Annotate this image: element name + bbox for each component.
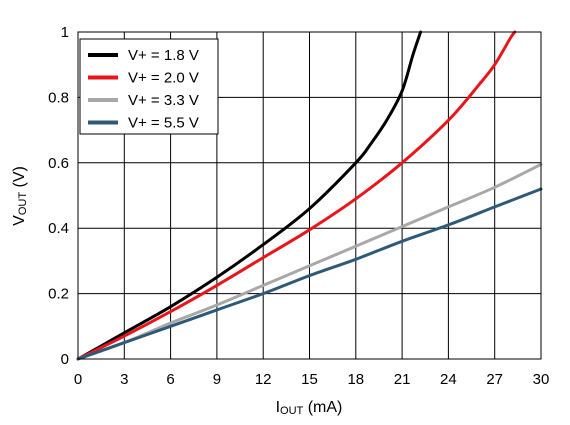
legend-label: V+ = 1.8 V bbox=[128, 47, 199, 64]
x-tick-label: 15 bbox=[301, 371, 318, 388]
y-tick-label: 0.6 bbox=[48, 155, 69, 172]
y-axis-title: VOUT (V) bbox=[11, 166, 29, 226]
plot-frame bbox=[77, 31, 542, 360]
y-tick-label: 0 bbox=[61, 351, 69, 368]
series-line-2 bbox=[76, 30, 517, 361]
x-axis-title: IOUT (mA) bbox=[276, 399, 343, 417]
x-tick-label: 12 bbox=[255, 371, 272, 388]
y-axis-title-unit: (V) bbox=[11, 166, 28, 192]
series-layer bbox=[76, 30, 543, 361]
x-tick-label: 21 bbox=[394, 371, 411, 388]
x-tick-label: 6 bbox=[166, 371, 174, 388]
y-tick-label: 0.8 bbox=[48, 89, 69, 106]
series-line-4 bbox=[76, 187, 543, 361]
x-tick-label: 3 bbox=[120, 371, 128, 388]
x-tick-label: 18 bbox=[347, 371, 364, 388]
legend: V+ = 1.8 V V+ = 2.0 V V+ = 3.3 V V+ = 5.5 V bbox=[79, 38, 219, 135]
x-axis-title-unit: (mA) bbox=[303, 399, 342, 416]
legend-label: V+ = 5.5 V bbox=[128, 115, 199, 132]
y-axis-title-sub: OUT bbox=[17, 192, 29, 216]
series-line-1 bbox=[76, 30, 423, 361]
x-axis-ticks: 0 3 6 9 12 15 18 21 24 27 30 bbox=[74, 371, 550, 388]
x-tick-label: 9 bbox=[213, 371, 221, 388]
legend-label: V+ = 3.3 V bbox=[128, 92, 199, 109]
x-axis-title-main: I bbox=[276, 399, 280, 416]
y-tick-label: 1 bbox=[61, 24, 69, 41]
y-axis-ticks: 0 0.2 0.4 0.6 0.8 1 bbox=[48, 24, 69, 368]
x-tick-label: 27 bbox=[486, 371, 503, 388]
x-axis-title-sub: OUT bbox=[280, 405, 304, 417]
y-tick-label: 0.4 bbox=[48, 220, 69, 237]
legend-label: V+ = 2.0 V bbox=[128, 70, 199, 87]
series-line-3 bbox=[76, 162, 543, 361]
y-tick-label: 0.2 bbox=[48, 286, 69, 303]
x-tick-label: 0 bbox=[74, 371, 82, 388]
x-tick-label: 24 bbox=[440, 371, 457, 388]
y-axis-title-main: V bbox=[11, 215, 28, 226]
x-tick-label: 30 bbox=[533, 371, 550, 388]
